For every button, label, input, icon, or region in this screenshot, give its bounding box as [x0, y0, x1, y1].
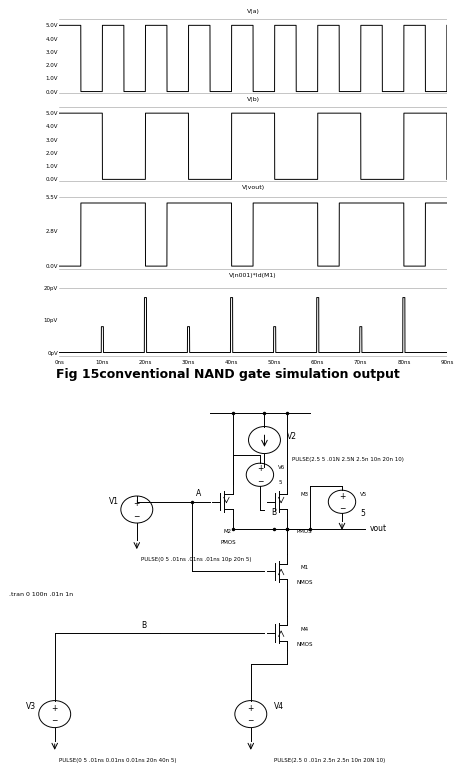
Text: 5: 5	[359, 509, 364, 518]
Text: −: −	[338, 504, 344, 513]
Text: +: +	[133, 499, 140, 508]
Text: vout: vout	[369, 524, 386, 533]
Text: −: −	[247, 716, 253, 726]
Text: +: +	[256, 465, 263, 473]
Text: PULSE(0 5 .01ns .01ns .01ns 10p 20n 5): PULSE(0 5 .01ns .01ns .01ns 10p 20n 5)	[141, 557, 251, 562]
Text: B: B	[141, 621, 146, 630]
Text: V3: V3	[26, 702, 36, 711]
Text: V4: V4	[273, 702, 283, 711]
Text: V5: V5	[359, 492, 367, 496]
Text: M1: M1	[300, 565, 308, 570]
Text: −: −	[51, 716, 58, 726]
Text: +: +	[51, 704, 58, 713]
Text: PULSE(2.5 0 .01n 2.5n 2.5n 10n 20N 10): PULSE(2.5 0 .01n 2.5n 2.5n 10n 20N 10)	[273, 758, 384, 763]
Text: +: +	[247, 704, 253, 713]
Text: .tran 0 100n .01n 1n: .tran 0 100n .01n 1n	[9, 592, 73, 597]
Text: 5: 5	[278, 480, 281, 485]
Title: V(a): V(a)	[246, 9, 259, 15]
Text: −: −	[256, 477, 263, 486]
Text: PULSE(2.5 5 .01N 2.5N 2.5n 10n 20n 10): PULSE(2.5 5 .01N 2.5N 2.5n 10n 20n 10)	[291, 457, 403, 462]
Text: NMOS: NMOS	[296, 642, 312, 647]
Title: V(vout): V(vout)	[241, 185, 264, 190]
Text: NMOS: NMOS	[296, 581, 312, 585]
Title: V(n001)*Id(M1): V(n001)*Id(M1)	[229, 273, 276, 278]
Text: A: A	[196, 489, 201, 498]
Text: M3: M3	[300, 492, 308, 496]
Text: M2: M2	[223, 529, 232, 533]
Text: PMOS: PMOS	[296, 529, 311, 533]
Text: PULSE(0 5 .01ns 0.01ns 0.01ns 20n 40n 5): PULSE(0 5 .01ns 0.01ns 0.01ns 20n 40n 5)	[59, 758, 177, 763]
Text: B: B	[270, 508, 276, 517]
Text: M4: M4	[300, 627, 308, 631]
Text: V2: V2	[287, 432, 297, 441]
Text: PMOS: PMOS	[220, 540, 235, 545]
Text: −: −	[133, 512, 140, 521]
Text: V6: V6	[278, 465, 285, 469]
Text: +: +	[338, 492, 344, 500]
Text: V1: V1	[109, 497, 119, 506]
Text: Fig 15conventional NAND gate simulation output: Fig 15conventional NAND gate simulation …	[56, 368, 399, 381]
Title: V(b): V(b)	[246, 97, 259, 102]
